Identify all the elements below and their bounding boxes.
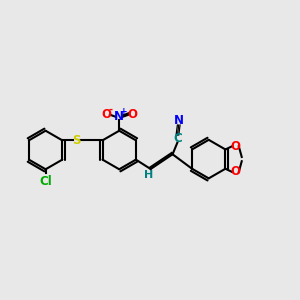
Text: O: O <box>231 165 241 178</box>
Text: Cl: Cl <box>39 175 52 188</box>
Text: O: O <box>101 108 111 121</box>
Text: -: - <box>109 105 113 115</box>
Text: N: N <box>114 110 124 123</box>
Text: O: O <box>127 108 137 121</box>
Text: O: O <box>231 140 241 153</box>
Text: S: S <box>72 134 80 147</box>
Text: C: C <box>173 132 182 145</box>
Text: +: + <box>120 107 127 116</box>
Text: N: N <box>174 114 184 127</box>
Text: H: H <box>144 170 153 180</box>
